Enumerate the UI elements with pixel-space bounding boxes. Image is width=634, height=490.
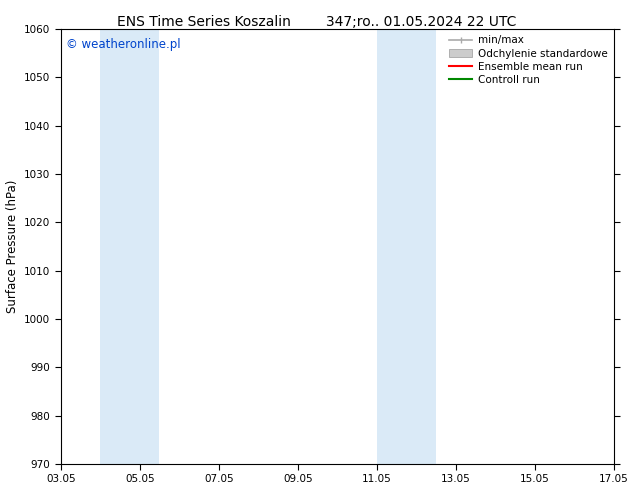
Text: ENS Time Series Koszalin        347;ro.. 01.05.2024 22 UTC: ENS Time Series Koszalin 347;ro.. 01.05.… [117, 15, 517, 29]
Y-axis label: Surface Pressure (hPa): Surface Pressure (hPa) [6, 180, 18, 313]
Bar [100, 29, 160, 464]
Legend: min/max, Odchylenie standardowe, Ensemble mean run, Controll run: min/max, Odchylenie standardowe, Ensembl… [445, 31, 611, 89]
Bar [377, 29, 436, 464]
Text: © weatheronline.pl: © weatheronline.pl [67, 38, 181, 51]
